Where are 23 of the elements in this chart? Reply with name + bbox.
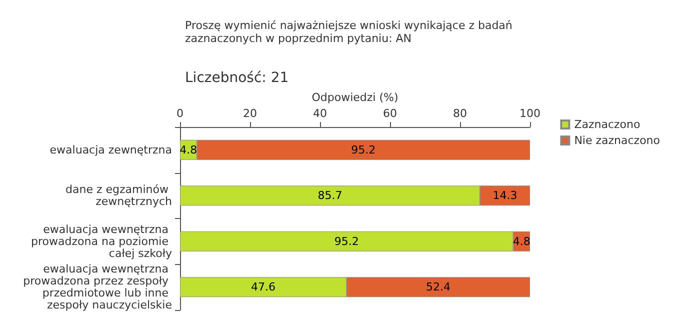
- x-tick-label: 100: [520, 107, 540, 120]
- legend-label: Nie zaznaczono: [574, 134, 660, 147]
- x-tick-label: 0: [176, 107, 184, 120]
- y-tick-label: dane z egzaminów zewnętrznych: [66, 183, 172, 208]
- data-label: 95.2: [351, 143, 376, 156]
- data-label: 52.4: [426, 280, 451, 294]
- data-label: 4.8: [512, 234, 530, 248]
- data-label: 85.7: [318, 189, 342, 202]
- data-label: 14.3: [492, 189, 518, 202]
- chart-title: Proszę wymienić najważniejsze wnioski wynikające z badań zaznaczonych w poprzednim pytaniu: AN: [185, 19, 516, 45]
- x-tick-label: 80: [453, 107, 467, 120]
- x-tick-label: 40: [313, 107, 327, 120]
- x-tick-label: 60: [383, 107, 397, 120]
- chart-subtitle: Liczebność: 21: [185, 70, 289, 86]
- x-axis-title: Odpowiedzi (%): [312, 91, 398, 104]
- data-label: 47.6: [251, 280, 276, 294]
- data-label: 95.2: [334, 234, 359, 248]
- y-tick-label: ewaluacja zewnętrzna: [50, 143, 172, 156]
- y-tick-label: ewaluacja wewnętrzna prowadzona na poziomie całej szkoły: [31, 222, 172, 260]
- y-tick-label: ewaluacja wewnętrzna prowadzona przez zespoły przedmiotowe lub inne zespoły nauczycielskie: [23, 262, 172, 312]
- legend-label: Zaznaczono: [574, 118, 640, 131]
- x-tick-label: 20: [243, 107, 257, 120]
- data-label: 4.8: [180, 143, 198, 156]
